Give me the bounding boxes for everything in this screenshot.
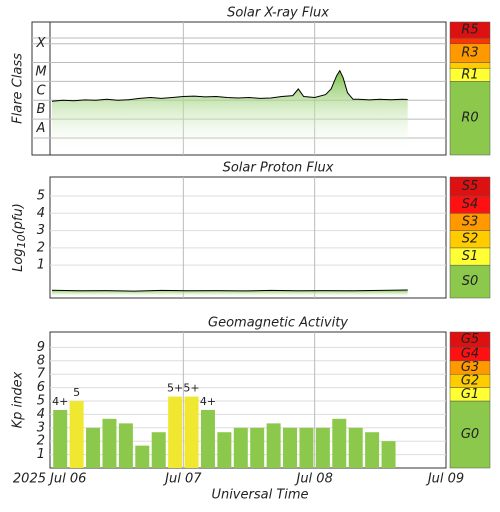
kp-bar — [299, 427, 314, 468]
y-axis-label: Flare Class — [11, 53, 26, 124]
kp-bar — [118, 423, 133, 468]
kp-bar — [200, 409, 215, 468]
flux-line — [51, 289, 408, 292]
scale-label: S0 — [462, 274, 479, 289]
panel-title: Solar X-ray Flux — [227, 6, 329, 21]
y-axis-label: Kp index — [11, 371, 26, 428]
scale-band — [449, 331, 491, 348]
y-label-suffix: (pfu) — [11, 203, 26, 234]
panel-title: Geomagnetic Activity — [208, 316, 348, 331]
plot-area — [49, 176, 447, 299]
y-tick-label: 4 — [37, 206, 45, 221]
scale-label: G1 — [461, 387, 479, 402]
value-label: 5+ — [167, 382, 183, 395]
kp-bar — [184, 396, 199, 468]
kp-bar — [69, 401, 84, 468]
y-tick-label: 2 — [37, 240, 45, 255]
scale-band — [449, 264, 491, 299]
y-label-main: Log — [11, 248, 26, 271]
flux-area — [52, 290, 408, 297]
scale-label: S2 — [462, 232, 479, 247]
y-tick-label: 9 — [37, 340, 45, 355]
kp-bar — [86, 427, 101, 468]
kp-bar — [102, 418, 117, 468]
kp-bar — [283, 427, 298, 468]
y-tick-label: 3 — [37, 223, 45, 238]
y-tick-label: 7 — [37, 367, 46, 382]
scale-band — [449, 176, 491, 197]
scale-label: G4 — [461, 347, 479, 362]
y-tick-label: 6 — [37, 380, 45, 395]
y-tick-label: 3 — [37, 420, 45, 435]
kp-bar — [266, 423, 281, 468]
scale-label: R5 — [461, 23, 478, 38]
kp-bar — [168, 396, 183, 468]
y-label-sub: 10 — [15, 234, 28, 248]
y-tick-label: B — [37, 102, 46, 117]
y-tick-label: 5 — [37, 394, 45, 409]
x-tick-label: Jul 06 — [47, 472, 86, 487]
y-tick-label: 4 — [37, 407, 45, 422]
value-label: 5 — [73, 386, 80, 399]
scale-label: G3 — [461, 360, 479, 375]
kp-bar — [233, 427, 248, 468]
x-tick-label: Jul 08 — [293, 472, 332, 487]
y-tick-label: X — [36, 36, 47, 51]
scale-label: R1 — [461, 67, 478, 82]
scale-label: G2 — [461, 373, 479, 388]
kp-bar — [332, 418, 347, 468]
kp-bar — [365, 432, 380, 468]
y-tick-label: M — [35, 64, 46, 79]
scale-label: S3 — [462, 214, 479, 229]
scale-label: R0 — [461, 111, 478, 126]
scale-band — [449, 400, 491, 469]
x-axis-label: Universal Time — [211, 488, 308, 503]
y-tick-label: 5 — [37, 189, 45, 204]
kp-bar — [348, 427, 363, 468]
flux-line — [51, 69, 408, 102]
flux-area — [52, 70, 408, 154]
y-tick-label: C — [36, 83, 46, 98]
scale-label: S1 — [462, 249, 479, 264]
scale-band — [449, 21, 491, 39]
value-label: 4+ — [52, 395, 68, 408]
kp-bar — [135, 445, 150, 468]
kp-bar — [381, 441, 396, 468]
panel-title: Solar Proton Flux — [223, 161, 334, 176]
scale-label: S4 — [462, 197, 479, 212]
y-tick-label: 1 — [37, 258, 45, 273]
x-tick-label: Jul 07 — [162, 472, 202, 487]
kp-bar — [151, 432, 166, 468]
scale-label: G0 — [461, 427, 479, 442]
year-label: 2025 — [13, 472, 46, 487]
kp-bar — [53, 409, 68, 468]
value-label: 5+ — [183, 382, 199, 395]
y-tick-label: A — [36, 121, 46, 136]
kp-bar — [315, 427, 330, 468]
kp-bar — [250, 427, 265, 468]
scale-band — [449, 37, 491, 44]
scale-label: S5 — [462, 179, 479, 194]
x-tick-label: Jul 09 — [425, 472, 464, 487]
scale-band — [449, 81, 491, 156]
y-tick-label: 2 — [37, 434, 45, 449]
scale-label: R3 — [461, 46, 478, 61]
scale-band — [449, 62, 491, 69]
y-tick-label: 1 — [37, 447, 45, 462]
y-tick-label: 8 — [37, 353, 45, 368]
value-label: 4+ — [200, 395, 216, 408]
y-axis-label: Log10(pfu) — [11, 203, 29, 272]
scale-label: G5 — [461, 332, 479, 347]
kp-bar — [217, 432, 232, 468]
class-column — [31, 21, 51, 156]
